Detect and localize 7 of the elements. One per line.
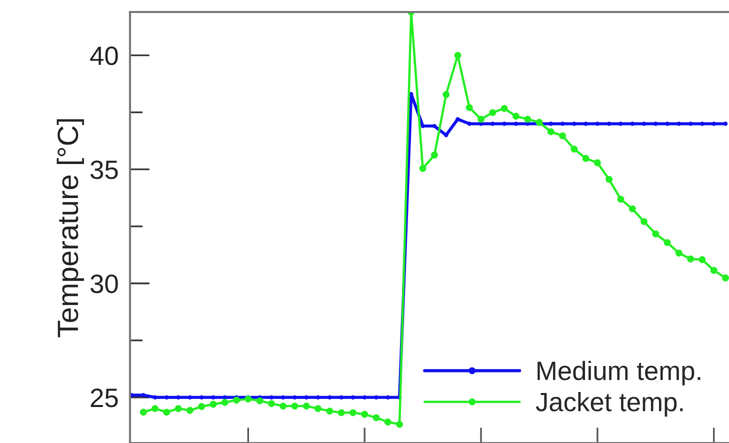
legend-label: Medium temp. <box>538 360 700 386</box>
y-tick-label: 35 <box>90 160 118 180</box>
legend-label: Jacket temp. <box>536 392 683 417</box>
y-tick-label: 40 <box>90 46 118 66</box>
y-axis-title: Temperature [°C] <box>56 119 84 338</box>
y-tick-label: 25 <box>90 388 118 408</box>
y-tick-label: 30 <box>90 274 118 294</box>
